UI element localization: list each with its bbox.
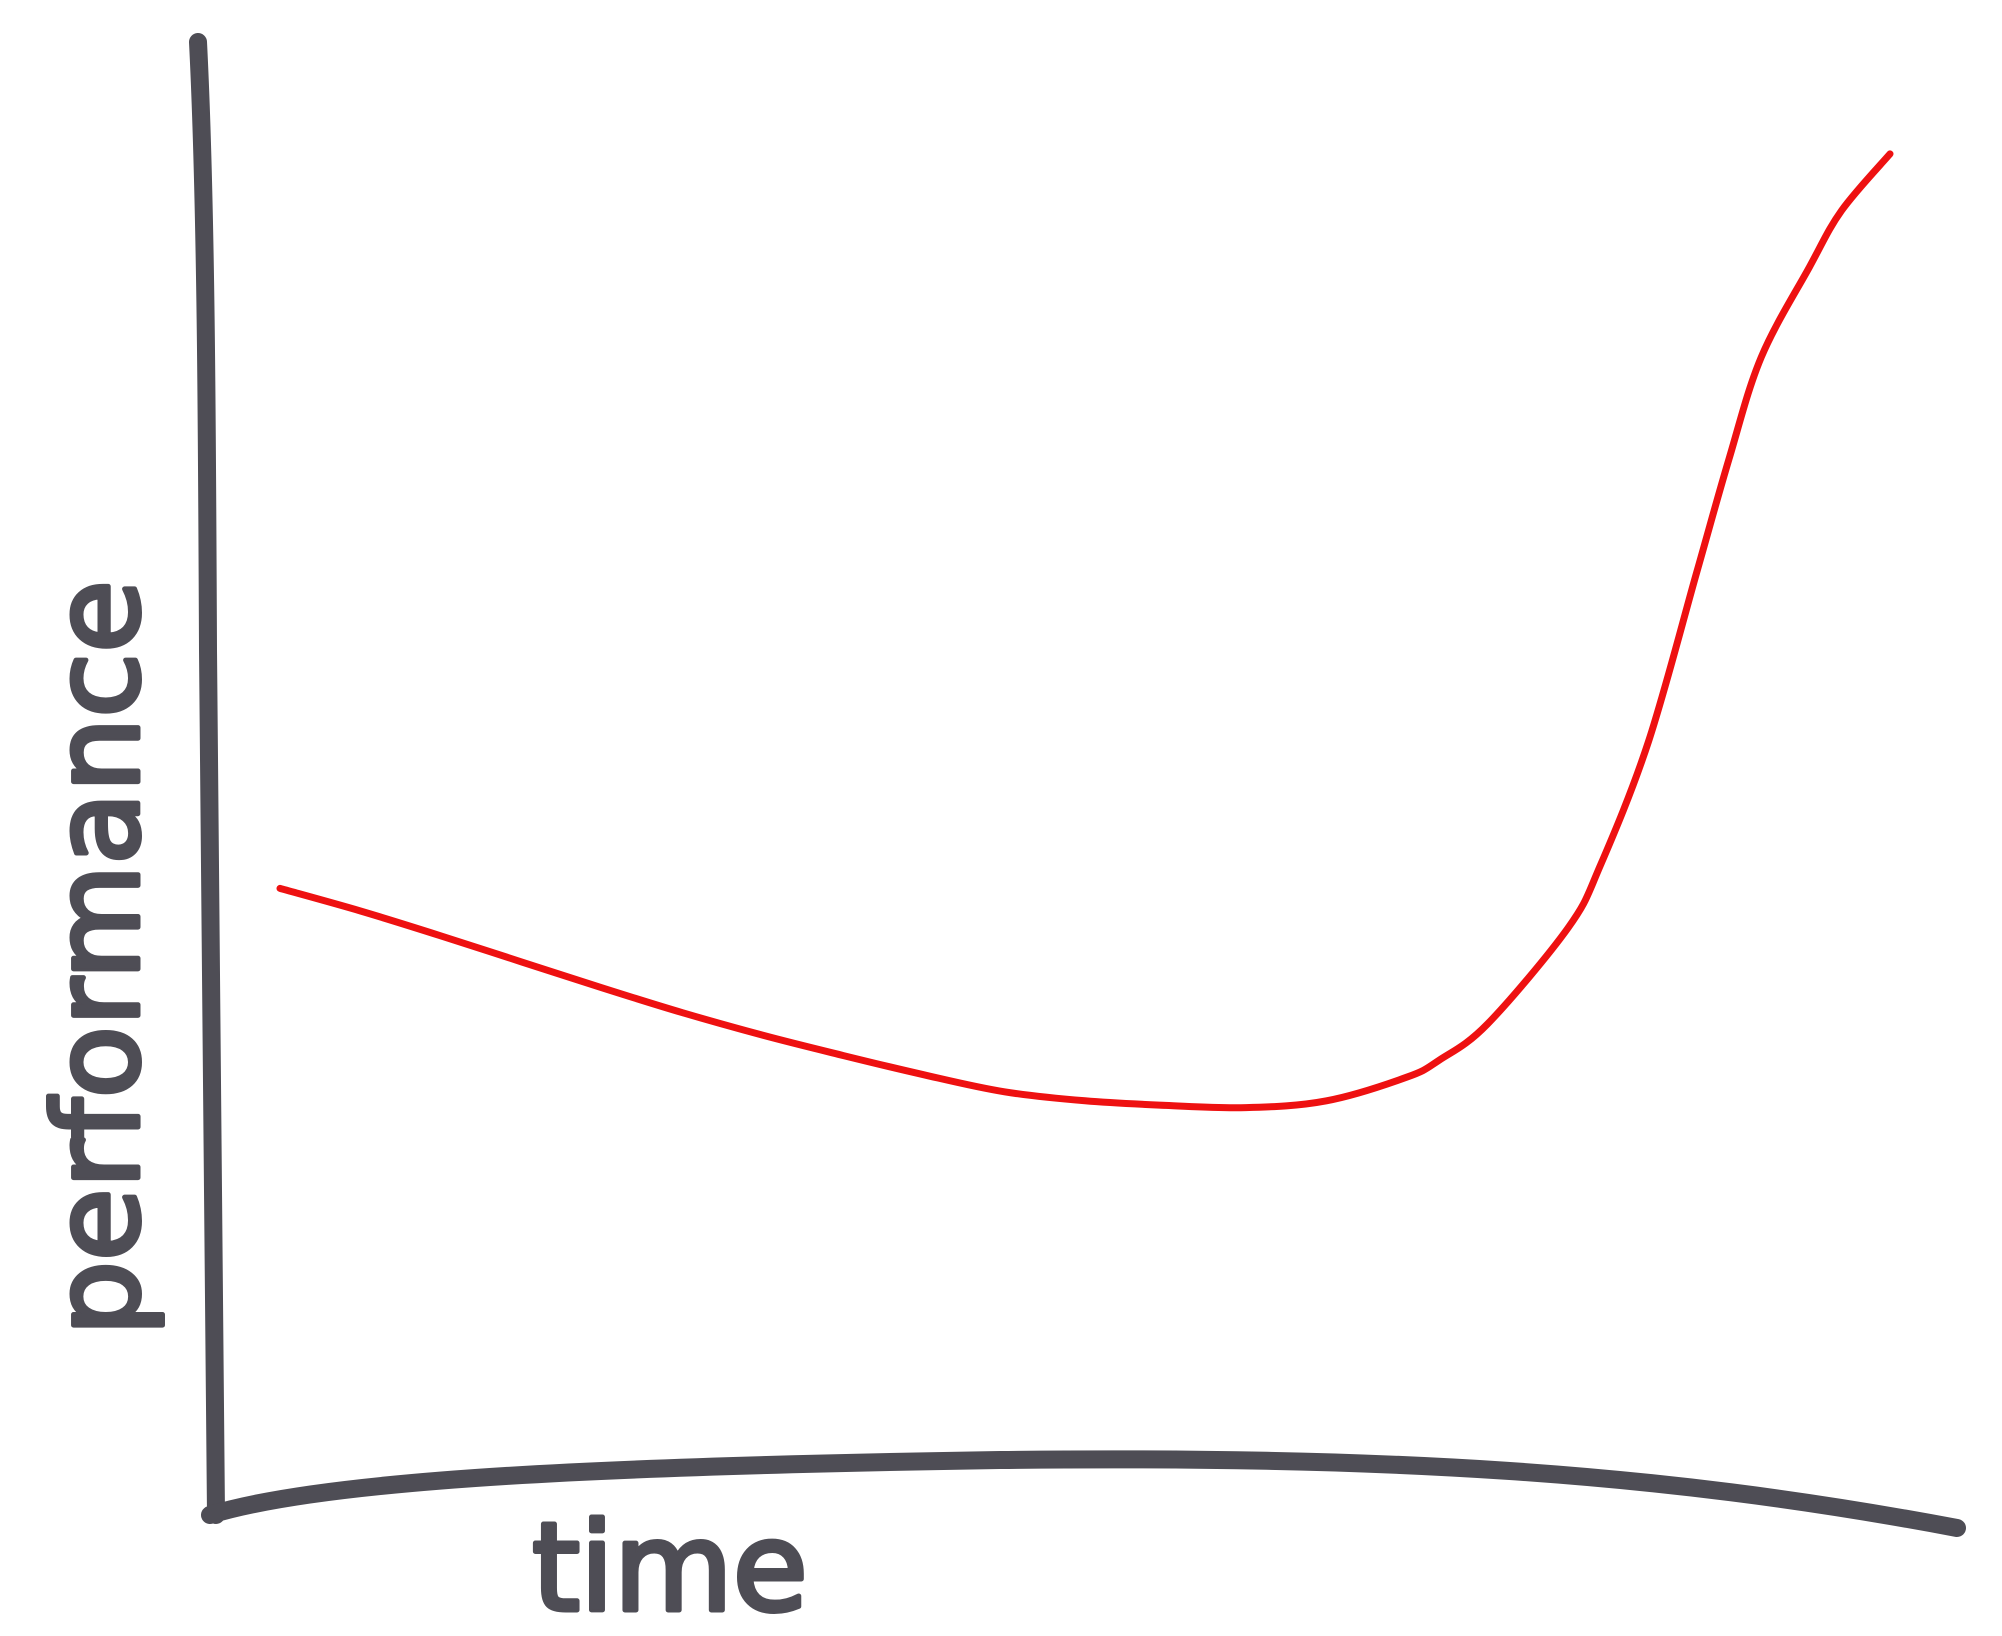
y-axis <box>189 33 225 1524</box>
series-layer <box>276 150 1894 1112</box>
series-line-0 <box>276 150 1894 1112</box>
y-axis-label: performance <box>28 580 166 1336</box>
x-axis-label: time <box>532 1497 808 1636</box>
x-axis <box>201 1450 1966 1537</box>
